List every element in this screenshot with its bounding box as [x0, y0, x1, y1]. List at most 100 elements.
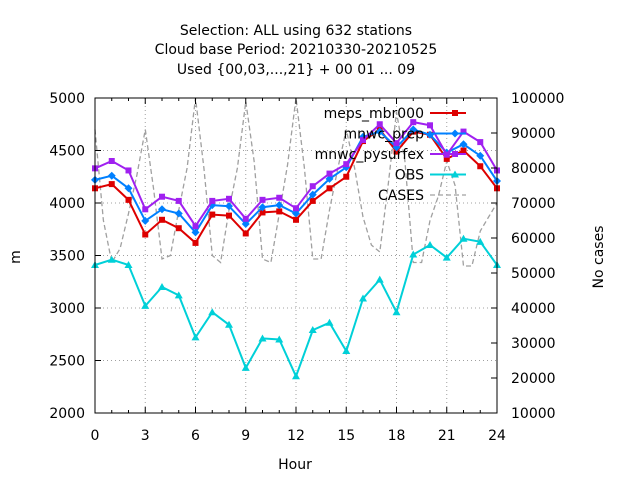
y-tick-label: 3500 [49, 249, 85, 265]
data-point-mnwc-prep [375, 127, 384, 136]
data-point-obs [342, 347, 351, 355]
data-point-mnwc-pysurfex [309, 183, 316, 190]
y-axis-label: m [8, 250, 24, 264]
data-point-mnwc-pysurfex [242, 215, 249, 222]
data-point-mnwc-pysurfex [209, 197, 216, 204]
legend-entry-meps-mbr000: meps_mbr000 [324, 106, 466, 122]
data-point-meps-mbr000 [125, 196, 132, 203]
legend-label-mnwc-prep: mnwc_prep [344, 127, 425, 143]
y2-tick-label: 30000 [511, 336, 556, 352]
y-tick-label: 4000 [49, 196, 85, 212]
data-point-obs [375, 275, 384, 283]
legend: meps_mbr000 mnwc_prep mnwc_pysurfex OBS CASE… [315, 106, 466, 204]
y2-tick-label: 10000 [511, 406, 556, 422]
legend-marker-mnwc-prep [451, 129, 459, 138]
y2-tick-label: 40000 [511, 301, 556, 317]
data-point-mnwc-pysurfex [477, 139, 484, 146]
data-point-obs [141, 301, 150, 309]
data-point-obs [459, 234, 468, 242]
data-point-meps-mbr000 [276, 208, 283, 215]
data-point-mnwc-prep [241, 220, 250, 228]
data-point-mnwc-pysurfex [410, 119, 417, 126]
series-line-cases [94, 97, 498, 267]
x-tick-label: 0 [91, 428, 100, 444]
x-axis-label: Hour [278, 457, 312, 473]
data-point-mnwc-prep [325, 174, 334, 183]
legend-label-cases: CASES [378, 188, 424, 204]
x-tick-label: 21 [438, 428, 456, 444]
data-point-obs [225, 320, 233, 328]
y-tick-label: 5000 [49, 91, 85, 107]
data-point-obs [275, 335, 284, 343]
data-point-obs [409, 250, 418, 258]
y2-tick-label: 50000 [511, 266, 556, 282]
data-point-obs [241, 363, 250, 371]
x-tick-label: 9 [241, 428, 250, 444]
data-point-mnwc-pysurfex [226, 195, 232, 202]
data-point-obs [292, 372, 300, 380]
data-point-obs [158, 283, 166, 290]
data-point-obs [442, 253, 451, 261]
data-point-mnwc-prep [225, 202, 233, 211]
y-tick-label: 4500 [49, 144, 85, 160]
data-point-mnwc-prep [459, 140, 468, 149]
data-point-mnwc-prep [476, 151, 485, 160]
legend-marker-meps-mbr000 [452, 110, 458, 116]
data-point-obs [124, 260, 133, 268]
axes: 0 3 6 9 12 15 18 21 24 2000 2500 3000 3500 4000 4500 50… [49, 91, 564, 444]
data-point-meps-mbr000 [242, 230, 249, 237]
data-point-mnwc-pysurfex [343, 161, 350, 168]
data-point-obs [191, 333, 200, 341]
data-point-mnwc-pysurfex [326, 170, 333, 177]
data-point-obs [308, 326, 317, 334]
data-point-obs [392, 308, 401, 316]
legend-entry-obs: OBS [395, 168, 466, 184]
legend-label-meps-mbr000: meps_mbr000 [324, 106, 424, 122]
x-tick-label: 24 [488, 428, 506, 444]
data-point-mnwc-pysurfex [125, 167, 132, 174]
data-point-mnwc-pysurfex [293, 205, 299, 212]
chart-title: Selection: ALL using 632 stations Cloud … [155, 23, 438, 78]
x-tick-label: 12 [287, 428, 305, 444]
legend-entry-mnwc-pysurfex: mnwc_pysurfex [315, 147, 466, 163]
legend-label-obs: OBS [395, 168, 424, 184]
x-tick-label: 15 [337, 428, 355, 444]
data-point-mnwc-pysurfex [393, 140, 400, 147]
data-point-mnwc-prep [308, 190, 317, 199]
y2-tick-label: 20000 [511, 371, 556, 387]
data-point-mnwc-prep [174, 209, 183, 218]
data-point-meps-mbr000 [393, 148, 400, 155]
data-point-meps-mbr000 [192, 239, 199, 246]
data-point-mnwc-pysurfex [376, 121, 383, 128]
data-point-obs [174, 291, 183, 299]
data-point-mnwc-pysurfex [192, 223, 199, 230]
legend-marker-obs [451, 170, 459, 178]
data-point-mnwc-prep [158, 205, 166, 214]
data-point-mnwc-pysurfex [108, 158, 115, 164]
data-point-mnwc-pysurfex [460, 128, 467, 135]
data-point-mnwc-pysurfex [427, 122, 433, 129]
y-tick-label: 3000 [49, 301, 85, 317]
y2-tick-label: 60000 [511, 231, 556, 247]
data-point-obs [325, 318, 334, 326]
data-point-meps-mbr000 [175, 225, 182, 232]
x-tick-label: 18 [388, 428, 406, 444]
y2-axis-label: No cases [591, 226, 607, 289]
data-point-mnwc-pysurfex [276, 194, 283, 201]
y2-tick-label: 70000 [511, 196, 556, 212]
data-point-mnwc-prep [191, 228, 200, 237]
data-point-mnwc-prep [258, 203, 267, 212]
data-point-mnwc-pysurfex [360, 137, 366, 143]
data-point-mnwc-pysurfex [175, 197, 182, 204]
y2-tick-label: 90000 [511, 126, 556, 142]
data-point-meps-mbr000 [309, 197, 316, 204]
data-point-meps-mbr000 [259, 209, 266, 216]
series-cases [94, 97, 498, 267]
legend-entry-cases: CASES [378, 188, 466, 204]
legend-marker-mnwc-pysurfex [452, 151, 458, 157]
data-point-meps-mbr000 [326, 185, 333, 192]
data-point-mnwc-pysurfex [142, 206, 149, 213]
data-point-obs [208, 308, 217, 316]
data-point-mnwc-prep [275, 201, 284, 210]
